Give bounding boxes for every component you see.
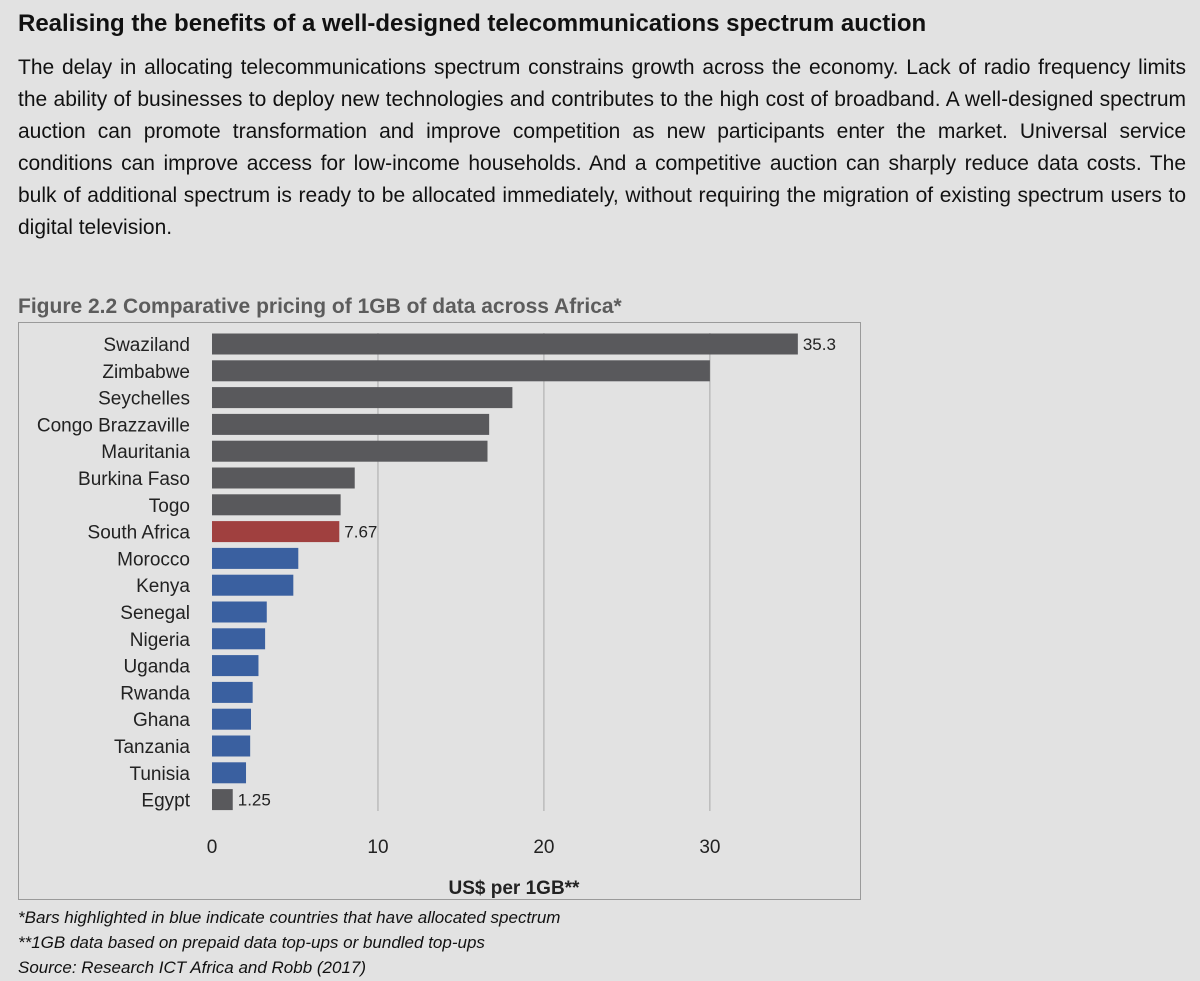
figure-title: Figure 2.2 Comparative pricing of 1GB of… [18, 295, 622, 318]
bar-burkina-faso [212, 467, 355, 489]
bar-egypt [212, 789, 233, 811]
figure-notes: *Bars highlighted in blue indicate count… [18, 905, 560, 980]
category-label-congo-brazzaville: Congo Brazzaville [37, 415, 190, 436]
note-1gb-basis: **1GB data based on prepaid data top-ups… [18, 933, 485, 952]
category-label-tanzania: Tanzania [114, 737, 190, 758]
bar-zimbabwe [212, 360, 710, 382]
category-label-morocco: Morocco [117, 549, 190, 570]
x-tick-label-0: 0 [207, 837, 218, 858]
intro-paragraph: The delay in allocating telecommunicatio… [18, 56, 1186, 239]
bar-mauritania [212, 440, 488, 462]
x-tick-label-10: 10 [367, 837, 388, 858]
data-label-swaziland: 35.3 [803, 335, 836, 354]
category-label-tunisia: Tunisia [129, 764, 190, 785]
category-label-kenya: Kenya [136, 576, 190, 597]
category-label-zimbabwe: Zimbabwe [102, 362, 190, 383]
note-blue-bars: *Bars highlighted in blue indicate count… [18, 908, 561, 927]
bar-seychelles [212, 387, 513, 409]
category-label-senegal: Senegal [120, 603, 190, 624]
category-label-rwanda: Rwanda [120, 683, 190, 704]
bar-nigeria [212, 628, 266, 650]
category-label-mauritania: Mauritania [101, 442, 190, 463]
bar-swaziland [212, 333, 798, 355]
bar-togo [212, 494, 341, 516]
bar-south-africa [212, 521, 340, 543]
bar-chart: Swaziland Zimbabwe Seychelles Congo Brazzav… [37, 333, 836, 899]
bar-uganda [212, 655, 259, 677]
bar-senegal [212, 601, 267, 623]
category-label-swaziland: Swaziland [103, 335, 190, 356]
category-label-togo: Togo [149, 496, 190, 517]
bar-ghana [212, 708, 252, 730]
bar-tunisia [212, 762, 247, 784]
data-label-egypt: 1.25 [238, 791, 271, 810]
bar-rwanda [212, 681, 253, 703]
bar-congo-brazzaville [212, 413, 490, 435]
category-label-seychelles: Seychelles [98, 389, 190, 410]
note-source: Source: Research ICT Africa and Robb (20… [18, 958, 367, 977]
category-label-egypt: Egypt [141, 791, 190, 812]
category-label-nigeria: Nigeria [130, 630, 191, 651]
x-tick-label-30: 30 [699, 837, 720, 858]
category-label-burkina-faso: Burkina Faso [78, 469, 190, 490]
bar-morocco [212, 547, 299, 569]
x-axis-title: US$ per 1GB** [449, 878, 581, 899]
bar-kenya [212, 574, 294, 596]
section-heading: Realising the benefits of a well-designe… [18, 10, 927, 37]
chart-frame: Swaziland Zimbabwe Seychelles Congo Brazzav… [18, 322, 861, 900]
category-label-uganda: Uganda [123, 657, 190, 678]
category-label-ghana: Ghana [133, 710, 190, 731]
data-label-south-africa: 7.67 [344, 523, 377, 542]
bar-tanzania [212, 735, 251, 757]
category-label-south-africa: South Africa [88, 523, 191, 544]
x-tick-label-20: 20 [533, 837, 554, 858]
